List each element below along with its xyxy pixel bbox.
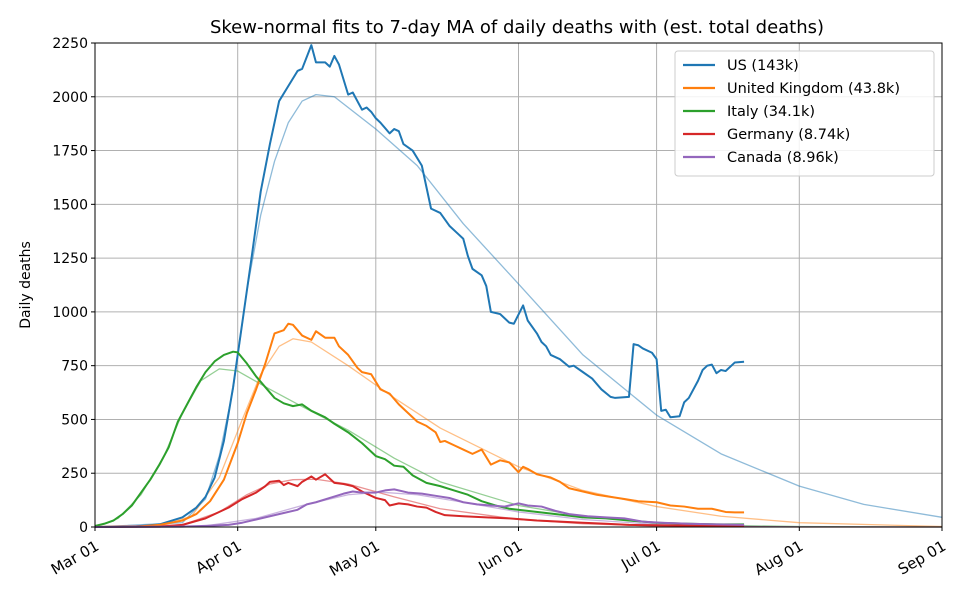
data-line-series-1	[94, 322, 745, 528]
y-tick-label: 0	[79, 520, 88, 536]
data-line-series-4	[94, 488, 745, 528]
chart-title: Skew-normal fits to 7-day MA of daily de…	[210, 17, 824, 38]
y-tick-label: 1250	[52, 251, 88, 267]
x-tick-label: Jul 01	[617, 537, 663, 574]
legend-label: Germany (8.74k)	[727, 127, 850, 143]
data-lines	[94, 44, 745, 528]
x-tick-label: Apr 01	[193, 537, 245, 577]
legend-label: United Kingdom (43.8k)	[727, 81, 900, 97]
y-tick-label: 1750	[52, 144, 88, 160]
data-line-series-2	[94, 350, 745, 527]
x-tick-label: Aug 01	[751, 537, 806, 579]
legend-label: US (143k)	[727, 58, 799, 74]
fit-curve-series-1	[94, 338, 943, 528]
data-line-series-3	[94, 473, 745, 528]
y-tick-label: 750	[61, 359, 88, 375]
legend-label: Italy (34.1k)	[727, 104, 815, 120]
x-tick-label: Jun 01	[475, 537, 526, 577]
y-tick-label: 2250	[52, 36, 88, 52]
legend-box	[674, 50, 935, 177]
x-tick-label: May 01	[326, 537, 383, 580]
y-axis-label: Daily deaths	[18, 241, 34, 329]
x-tick-label: Sep 01	[895, 537, 949, 579]
x-tick-label: Mar 01	[48, 537, 102, 579]
y-tick-label: 500	[61, 412, 88, 428]
y-tick-label: 2000	[52, 90, 88, 106]
legend-label: Canada (8.96k)	[727, 150, 839, 166]
legend: US (143k) United Kingdom (43.8k) Italy (34…	[674, 50, 935, 177]
y-tick-label: 1500	[52, 197, 88, 213]
data-line-series-0	[94, 44, 745, 528]
y-tick-label: 250	[61, 466, 88, 482]
y-tick-label: 1000	[52, 305, 88, 321]
